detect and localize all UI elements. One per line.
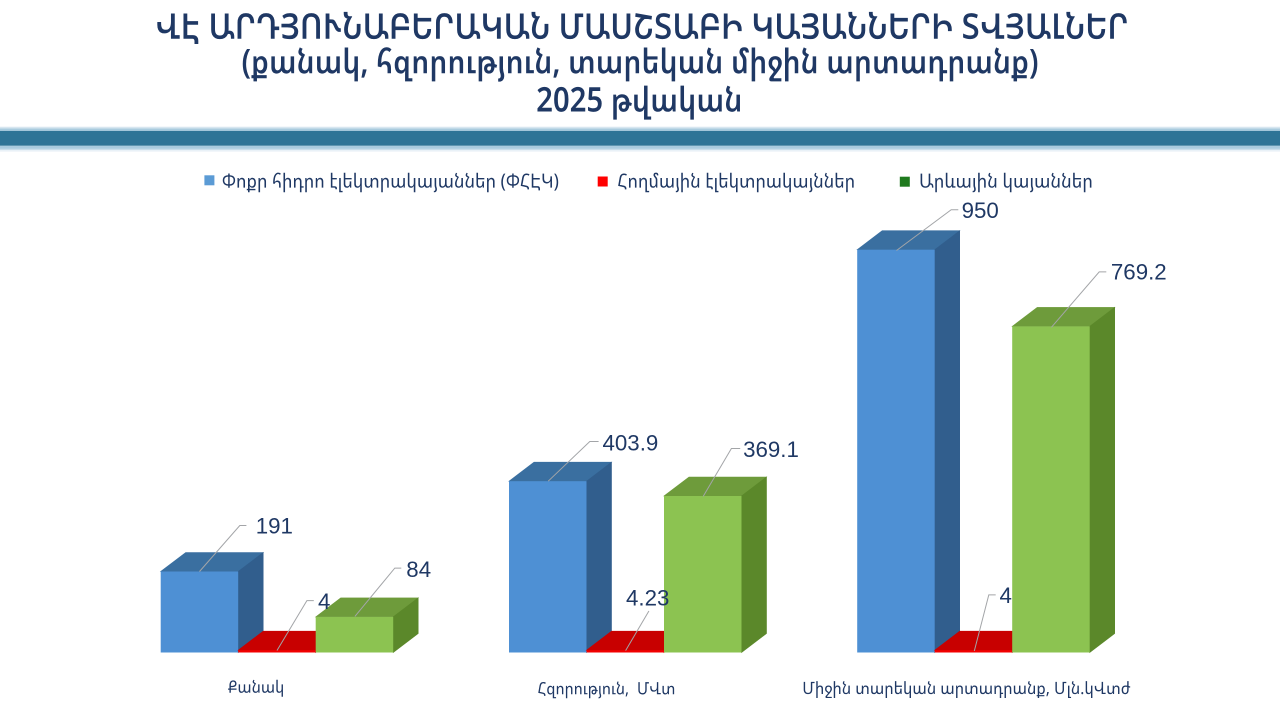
svg-text:950: 950 [962, 198, 999, 223]
svg-text:84: 84 [406, 557, 431, 582]
svg-text:4: 4 [318, 589, 330, 614]
svg-text:403.9: 403.9 [603, 430, 659, 455]
svg-text:369.1: 369.1 [743, 437, 799, 462]
svg-text:4: 4 [1000, 583, 1012, 608]
svg-text:769.2: 769.2 [1111, 260, 1167, 285]
svg-text:191: 191 [256, 514, 293, 539]
svg-text:4.23: 4.23 [626, 585, 669, 610]
